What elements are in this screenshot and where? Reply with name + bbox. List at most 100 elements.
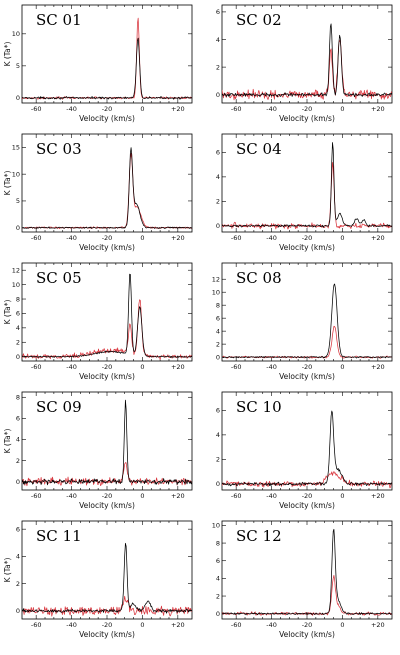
y-tick-label: 4 bbox=[16, 436, 20, 444]
x-axis-label: Velocity (km/s) bbox=[79, 372, 135, 381]
spectrum-line-black bbox=[222, 528, 392, 616]
x-tick-label: -40 bbox=[66, 234, 77, 242]
y-axis-label: K (Ta*) bbox=[3, 429, 12, 454]
x-tick-label: -60 bbox=[231, 492, 242, 500]
y-tick-label: 15 bbox=[12, 144, 20, 152]
panel-4: -60 -40 -20 0 +20 0 2 4 6 Velocity (km/s) SC 04 bbox=[216, 133, 393, 252]
y-tick-label: 2 bbox=[216, 456, 220, 464]
x-tick-label: +20 bbox=[371, 621, 385, 629]
x-axis-label: Velocity (km/s) bbox=[79, 630, 135, 639]
spectrum-line-black bbox=[222, 410, 392, 487]
y-tick-label: 10 bbox=[12, 281, 20, 289]
x-tick-label: -20 bbox=[302, 621, 313, 629]
y-tick-label: 0 bbox=[216, 610, 220, 618]
y-tick-label: 0 bbox=[16, 607, 20, 615]
x-tick-label: -60 bbox=[31, 234, 42, 242]
panel-1: -60 -40 -20 0 +20 0 5 10 Velocity (km/s) K (Ta*) S… bbox=[3, 4, 193, 123]
y-tick-label: 8 bbox=[216, 301, 220, 309]
y-tick-label: 0 bbox=[16, 478, 20, 486]
x-tick-label: +20 bbox=[171, 234, 185, 242]
y-tick-label: 10 bbox=[212, 289, 220, 297]
plot-frame bbox=[21, 133, 193, 233]
x-tick-label: -60 bbox=[31, 363, 42, 371]
plot-frame bbox=[21, 262, 193, 362]
x-axis-label: Velocity (km/s) bbox=[79, 114, 135, 123]
x-tick-label: -40 bbox=[266, 105, 277, 113]
plot-frame bbox=[221, 133, 393, 233]
x-tick-label: -40 bbox=[266, 621, 277, 629]
y-tick-label: 2 bbox=[216, 63, 220, 71]
x-tick-label: 0 bbox=[340, 621, 344, 629]
x-axis-label: Velocity (km/s) bbox=[279, 114, 335, 123]
y-tick-label: 4 bbox=[16, 553, 20, 561]
x-tick-label: -40 bbox=[66, 621, 77, 629]
x-tick-label: -40 bbox=[266, 492, 277, 500]
panel-title: SC 09 bbox=[36, 398, 82, 416]
x-tick-label: +20 bbox=[371, 363, 385, 371]
y-tick-label: 4 bbox=[216, 431, 220, 439]
y-tick-label: 4 bbox=[16, 324, 20, 332]
y-tick-label: 6 bbox=[216, 314, 220, 322]
x-tick-label: 0 bbox=[140, 234, 144, 242]
x-tick-label: -40 bbox=[266, 363, 277, 371]
x-tick-label: +20 bbox=[171, 105, 185, 113]
x-tick-label: -60 bbox=[231, 234, 242, 242]
x-tick-label: 0 bbox=[140, 621, 144, 629]
x-tick-label: -20 bbox=[302, 492, 313, 500]
y-tick-label: 6 bbox=[216, 149, 220, 157]
y-axis-label: K (Ta*) bbox=[3, 300, 12, 325]
spectrum-line-black bbox=[22, 147, 192, 229]
x-tick-label: -20 bbox=[302, 363, 313, 371]
y-axis-label: K (Ta*) bbox=[3, 171, 12, 196]
x-axis-label: Velocity (km/s) bbox=[79, 501, 135, 510]
panel-9: -60 -40 -20 0 +20 0 2 4 6 Velocity (km/s) K (Ta*) S… bbox=[3, 520, 193, 639]
plot-frame bbox=[21, 4, 193, 104]
y-tick-label: 0 bbox=[216, 222, 220, 230]
panel-title: SC 04 bbox=[236, 140, 282, 158]
x-tick-label: +20 bbox=[371, 105, 385, 113]
panel-title: SC 12 bbox=[236, 527, 282, 545]
y-tick-label: 0 bbox=[16, 353, 20, 361]
y-tick-label: 0 bbox=[16, 94, 20, 102]
spectrum-line-red bbox=[22, 17, 192, 100]
y-tick-label: 4 bbox=[216, 575, 220, 583]
panel-title: SC 08 bbox=[236, 269, 282, 287]
x-tick-label: +20 bbox=[371, 234, 385, 242]
x-tick-label: -20 bbox=[102, 105, 113, 113]
y-tick-label: 4 bbox=[216, 173, 220, 181]
x-tick-label: -20 bbox=[102, 363, 113, 371]
panel-10: -60 -40 -20 0 +20 0 2 4 6 8 10 Velocity (km/s) SC 12 bbox=[212, 520, 393, 639]
y-tick-label: 6 bbox=[16, 415, 20, 423]
x-axis-label: Velocity (km/s) bbox=[279, 372, 335, 381]
y-tick-label: 6 bbox=[216, 407, 220, 415]
panel-8: -60 -40 -20 0 +20 0 2 4 6 Velocity (km/s) SC 10 bbox=[216, 391, 393, 510]
spectrum-line-black bbox=[222, 283, 392, 359]
y-tick-label: 6 bbox=[16, 525, 20, 533]
x-tick-label: -40 bbox=[66, 105, 77, 113]
spectrum-line-black bbox=[222, 142, 392, 228]
panel-title: SC 01 bbox=[36, 11, 82, 29]
spectrum-line-black bbox=[222, 23, 392, 98]
x-tick-label: +20 bbox=[171, 621, 185, 629]
y-tick-label: 10 bbox=[12, 170, 20, 178]
y-axis-label: K (Ta*) bbox=[3, 42, 12, 67]
panel-title: SC 03 bbox=[36, 140, 82, 158]
y-tick-label: 4 bbox=[216, 36, 220, 44]
spectrum-line-red bbox=[22, 462, 192, 487]
y-tick-label: 12 bbox=[212, 276, 220, 284]
panel-title: SC 02 bbox=[236, 11, 282, 29]
plot-frame bbox=[21, 391, 193, 491]
x-tick-label: -40 bbox=[266, 234, 277, 242]
panel-2: -60 -40 -20 0 +20 0 2 4 6 Velocity (km/s) SC 02 bbox=[216, 4, 393, 123]
y-axis-label: K (Ta*) bbox=[3, 558, 12, 583]
spectrum-line-black bbox=[22, 37, 192, 100]
spectrum-line-black bbox=[22, 399, 192, 486]
x-axis-label: Velocity (km/s) bbox=[279, 630, 335, 639]
x-tick-label: +20 bbox=[171, 363, 185, 371]
y-tick-label: 8 bbox=[16, 295, 20, 303]
y-tick-label: 2 bbox=[216, 198, 220, 206]
x-tick-label: 0 bbox=[140, 492, 144, 500]
y-tick-label: 0 bbox=[216, 353, 220, 361]
x-tick-label: -60 bbox=[231, 105, 242, 113]
